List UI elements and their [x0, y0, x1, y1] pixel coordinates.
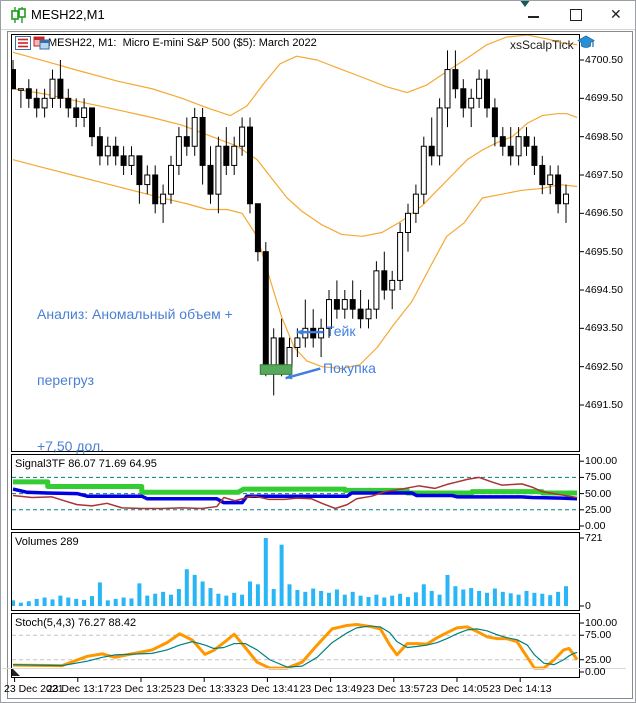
volume-bar [145, 595, 150, 606]
volume-bar [66, 597, 71, 606]
minimize-icon [528, 16, 539, 18]
volume-bar [429, 590, 434, 606]
volume-bar [34, 598, 39, 606]
volume-bar [445, 574, 450, 606]
volume-bar [129, 598, 134, 606]
stoch-group [12, 622, 579, 670]
stoch-signal-line [12, 625, 578, 668]
volume-bar [82, 599, 87, 606]
volume-bar [540, 593, 545, 606]
main-chart-pane[interactable] [11, 34, 580, 452]
volume-bar [461, 589, 466, 606]
bollinger-upper-band [12, 35, 578, 117]
volume-bar [113, 598, 118, 606]
volume-bar [121, 597, 126, 606]
volume-bar [42, 597, 47, 606]
volume-bar [492, 588, 497, 606]
volume-bar [564, 586, 568, 606]
volume-bar [374, 594, 379, 606]
volume-bar [548, 595, 553, 606]
volumes-group [12, 538, 568, 606]
volume-bar [287, 584, 292, 606]
volume-bar [184, 569, 189, 606]
volume-bar [532, 592, 537, 606]
volume-bar [279, 544, 284, 606]
volume-bar [74, 598, 79, 606]
volume-bar [240, 594, 245, 606]
volume-bar [161, 591, 166, 606]
volume-bar [58, 595, 63, 606]
volume-bar [319, 590, 324, 606]
candlestick-chart-icon [11, 7, 26, 23]
volume-bar [366, 597, 371, 606]
volume-bar [208, 588, 213, 606]
volume-bar [524, 590, 529, 606]
volume-bar [334, 589, 339, 606]
stoch-pane[interactable] [11, 613, 580, 678]
volume-bar [232, 592, 237, 606]
signal3tf-group [12, 476, 579, 511]
volume-bar [358, 595, 363, 606]
volume-bar [390, 595, 395, 606]
volume-bar [176, 589, 181, 606]
volume-bar [500, 591, 505, 606]
volume-bar [516, 594, 521, 606]
volume-bar [406, 597, 410, 606]
signal3tf-red-line [12, 476, 578, 510]
volume-bar [26, 601, 31, 606]
volume-bar [200, 581, 205, 606]
signal3tf-blue-line [12, 487, 578, 505]
volume-bar [192, 574, 197, 606]
volume-bar [453, 586, 458, 606]
window-title: MESH22,M1 [31, 7, 105, 22]
volume-bar [105, 600, 110, 606]
volume-bar [477, 590, 482, 606]
volume-bar [263, 538, 268, 606]
close-button[interactable]: ✕ [601, 1, 635, 28]
volume-bar [169, 594, 173, 606]
volume-bar [556, 591, 561, 606]
volume-bar [153, 593, 158, 606]
volume-bar [303, 591, 308, 606]
volume-bar [508, 593, 513, 606]
close-icon: ✕ [610, 6, 622, 22]
volume-bar [413, 592, 418, 606]
volume-bar [311, 588, 316, 606]
volume-bar [50, 599, 55, 606]
take-arrow[interactable] [296, 329, 324, 336]
maximize-button[interactable] [559, 1, 593, 28]
volume-bar [18, 602, 23, 606]
volume-bar [295, 589, 300, 606]
volume-bar [421, 584, 426, 606]
candles-group [12, 50, 569, 396]
volume-bar [12, 600, 15, 606]
signal3tf-green-line [13, 479, 578, 496]
bollinger-middle-band [12, 88, 578, 237]
main-chart-group [12, 35, 578, 396]
volume-bar [398, 593, 403, 606]
volume-bar [224, 595, 229, 606]
volume-bar [97, 582, 102, 606]
volume-bar [248, 581, 252, 606]
volume-bar [90, 596, 94, 606]
volume-bar [255, 584, 260, 606]
volume-bar [350, 591, 355, 606]
buy-arrow[interactable] [285, 367, 321, 380]
volume-bar [485, 592, 489, 606]
volume-bar [327, 592, 331, 606]
volume-bar [342, 594, 347, 606]
volume-bar [137, 583, 142, 606]
volume-bar [216, 593, 221, 606]
maximize-icon [570, 9, 582, 21]
volume-bar [469, 588, 474, 606]
volume-bar [382, 597, 387, 606]
buy-zone-box[interactable] [259, 364, 293, 375]
pane-resize-grip[interactable] [12, 668, 20, 676]
volume-bar [271, 589, 276, 606]
volume-bar [437, 594, 442, 606]
minimize-button[interactable] [517, 1, 551, 28]
